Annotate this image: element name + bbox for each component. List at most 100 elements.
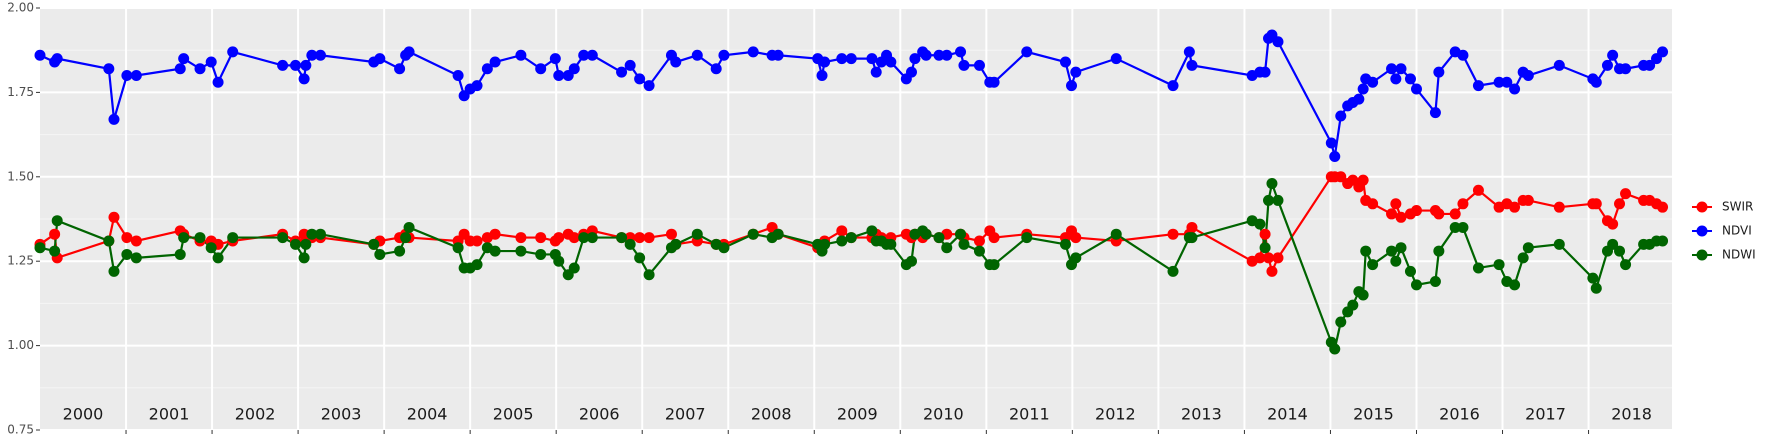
point [178, 232, 190, 244]
point [452, 70, 464, 82]
point [394, 245, 406, 257]
point [374, 53, 386, 65]
point [1607, 49, 1619, 61]
point [1657, 201, 1669, 213]
point [1272, 36, 1284, 48]
point [973, 235, 985, 247]
year-label: 2008 [751, 405, 792, 424]
point [298, 73, 310, 85]
point [1620, 259, 1632, 271]
point [489, 56, 501, 68]
point [845, 53, 857, 65]
point [710, 63, 722, 75]
point [1509, 279, 1521, 291]
year-label: 2001 [149, 405, 190, 424]
point [1066, 80, 1078, 92]
point [1429, 107, 1441, 119]
point [1186, 232, 1198, 244]
point [314, 228, 326, 240]
point [1587, 272, 1599, 284]
point [471, 80, 483, 92]
point [535, 248, 547, 260]
point [290, 59, 302, 71]
point [277, 59, 289, 71]
point [1070, 252, 1082, 264]
point [277, 232, 289, 244]
point [1266, 265, 1278, 277]
point [306, 49, 318, 61]
point [1386, 63, 1398, 75]
point [905, 255, 917, 267]
point [400, 232, 412, 244]
point [1357, 83, 1369, 95]
point [1657, 235, 1669, 247]
point [1410, 205, 1422, 217]
point [586, 49, 598, 61]
year-label: 2015 [1353, 405, 1394, 424]
point [933, 49, 945, 61]
point [1472, 80, 1484, 92]
point [634, 232, 646, 244]
point [1433, 245, 1445, 257]
point [1601, 59, 1613, 71]
point [306, 228, 318, 240]
point [1360, 245, 1372, 257]
point [1110, 53, 1122, 65]
point [1493, 259, 1505, 271]
point [1395, 211, 1407, 223]
point [1329, 343, 1341, 355]
point [108, 265, 120, 277]
legend-label: SWIR [1722, 200, 1753, 214]
point [108, 211, 120, 223]
point [130, 235, 142, 247]
point [568, 262, 580, 274]
point [616, 232, 628, 244]
point [1410, 83, 1422, 95]
point [1457, 49, 1469, 61]
legend-point [1696, 225, 1708, 237]
point [836, 225, 848, 237]
point [212, 76, 224, 88]
year-label: 2012 [1095, 405, 1136, 424]
point [1620, 63, 1632, 75]
point [634, 73, 646, 85]
point [403, 46, 415, 58]
point [1657, 46, 1669, 58]
point [1021, 46, 1033, 58]
point [1553, 201, 1565, 213]
point [958, 238, 970, 250]
point [691, 49, 703, 61]
point [49, 228, 61, 240]
point [1522, 70, 1534, 82]
point [1386, 245, 1398, 257]
point [51, 215, 63, 227]
point [1433, 208, 1445, 220]
year-label: 2006 [579, 405, 620, 424]
legend-label: NDWI [1722, 248, 1756, 262]
point [836, 53, 848, 65]
y-tick-label: 1.75 [7, 85, 34, 99]
point [1059, 238, 1071, 250]
point [933, 232, 945, 244]
point [624, 59, 636, 71]
point [1395, 63, 1407, 75]
point [1501, 76, 1513, 88]
point [174, 63, 186, 75]
year-label: 2007 [665, 405, 706, 424]
point [909, 53, 921, 65]
point [1070, 66, 1082, 78]
point [1522, 194, 1534, 206]
year-label: 2014 [1267, 405, 1308, 424]
point [691, 228, 703, 240]
point [819, 56, 831, 68]
year-label: 2011 [1009, 405, 1050, 424]
point [988, 76, 1000, 88]
point [1357, 289, 1369, 301]
point [568, 63, 580, 75]
y-tick-label: 2.00 [7, 1, 34, 15]
point [1167, 80, 1179, 92]
point [1472, 184, 1484, 196]
point [1553, 238, 1565, 250]
point [1367, 76, 1379, 88]
point [130, 252, 142, 264]
